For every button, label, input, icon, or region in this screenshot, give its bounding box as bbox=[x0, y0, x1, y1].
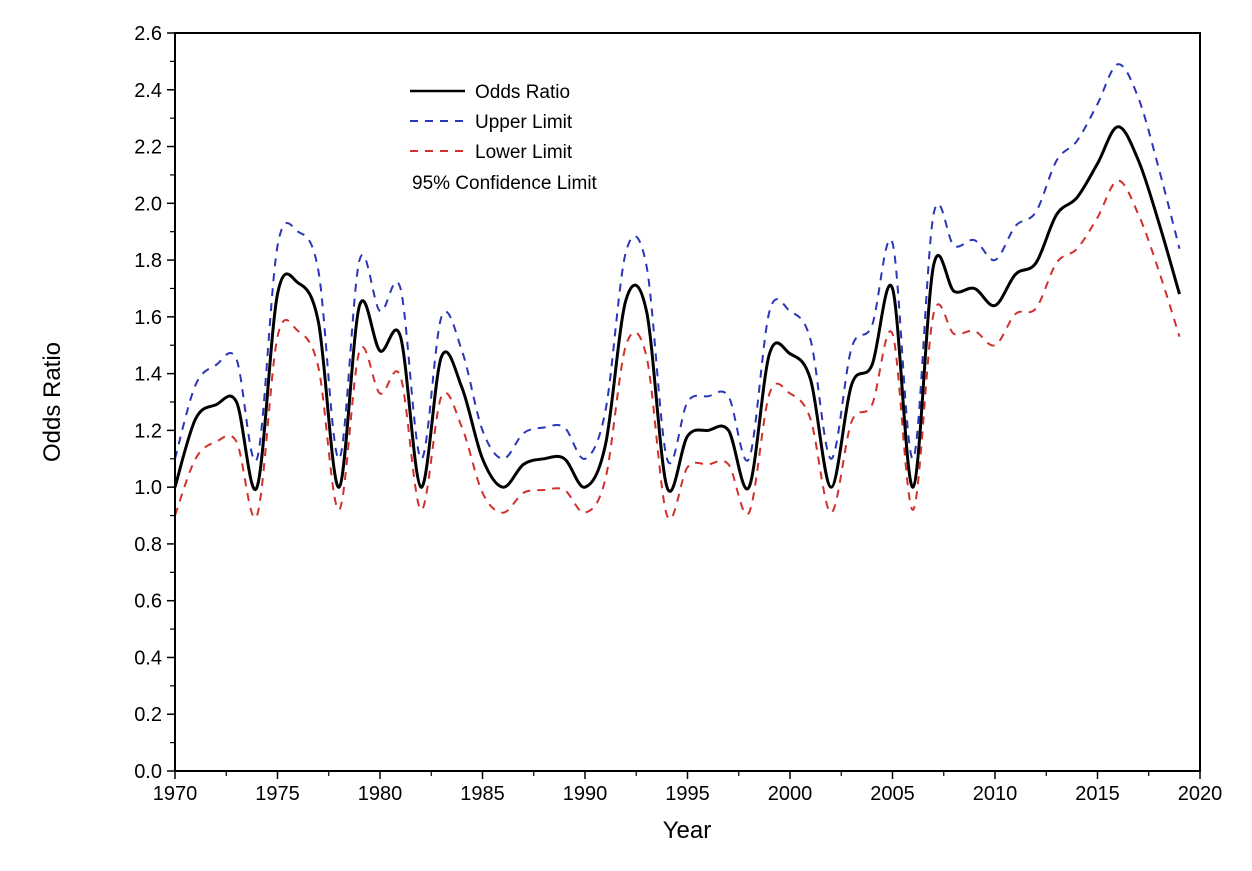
x-tick-label: 1990 bbox=[563, 783, 608, 805]
y-tick-label: 1.8 bbox=[134, 250, 162, 272]
y-tick-label: 2.0 bbox=[134, 193, 162, 215]
y-tick-label: 0.6 bbox=[134, 591, 162, 613]
y-tick-label: 2.2 bbox=[134, 137, 162, 159]
legend-label-lower-limit: Lower Limit bbox=[475, 142, 573, 163]
y-tick-label: 0.0 bbox=[134, 761, 162, 783]
legend: Odds Ratio Upper Limit Lower Limit 95% C… bbox=[410, 82, 598, 194]
x-tick-label: 1975 bbox=[255, 783, 300, 805]
x-tick-label: 2010 bbox=[973, 783, 1018, 805]
series-lines bbox=[173, 63, 1181, 520]
y-tick-label: 0.8 bbox=[134, 534, 162, 556]
x-axis: 1970 1975 1980 1985 1990 1995 2000 2005 2010 2015… bbox=[153, 771, 1223, 805]
x-tick-label: 2020 bbox=[1178, 783, 1223, 805]
x-tick-label: 2015 bbox=[1075, 783, 1120, 805]
y-tick-label: 2.6 bbox=[134, 23, 162, 45]
y-tick-label: 0.2 bbox=[134, 704, 162, 726]
series-line-odds-ratio bbox=[173, 125, 1181, 493]
x-axis-label: Year bbox=[663, 817, 712, 844]
y-tick-label: 1.0 bbox=[134, 477, 162, 499]
y-tick-label: 1.2 bbox=[134, 420, 162, 442]
plot-frame bbox=[174, 32, 1201, 772]
y-tick-label: 0.4 bbox=[134, 647, 162, 669]
x-tick-label: 2000 bbox=[768, 783, 813, 805]
y-axis-label: Odds Ratio bbox=[39, 342, 66, 462]
series-line-upper-limit bbox=[174, 63, 1181, 464]
legend-label-upper-limit: Upper Limit bbox=[475, 112, 573, 133]
legend-label-odds-ratio: Odds Ratio bbox=[475, 82, 570, 103]
x-tick-label: 1985 bbox=[460, 783, 505, 805]
y-tick-label: 1.6 bbox=[134, 307, 162, 329]
y-tick-label: 2.4 bbox=[134, 80, 162, 102]
y-axis: 0.0 0.2 0.4 0.6 0.8 1.0 1.2 1.4 1.6 1.8 2.0 2.2 2.4 2… bbox=[134, 23, 175, 783]
y-tick-label: 1.4 bbox=[134, 364, 162, 386]
x-tick-label: 1970 bbox=[153, 783, 198, 805]
legend-note: 95% Confidence Limit bbox=[412, 173, 598, 194]
x-tick-label: 1980 bbox=[358, 783, 403, 805]
x-tick-label: 2005 bbox=[870, 783, 915, 805]
series-line-lower-limit bbox=[174, 179, 1181, 520]
x-tick-label: 1995 bbox=[665, 783, 710, 805]
